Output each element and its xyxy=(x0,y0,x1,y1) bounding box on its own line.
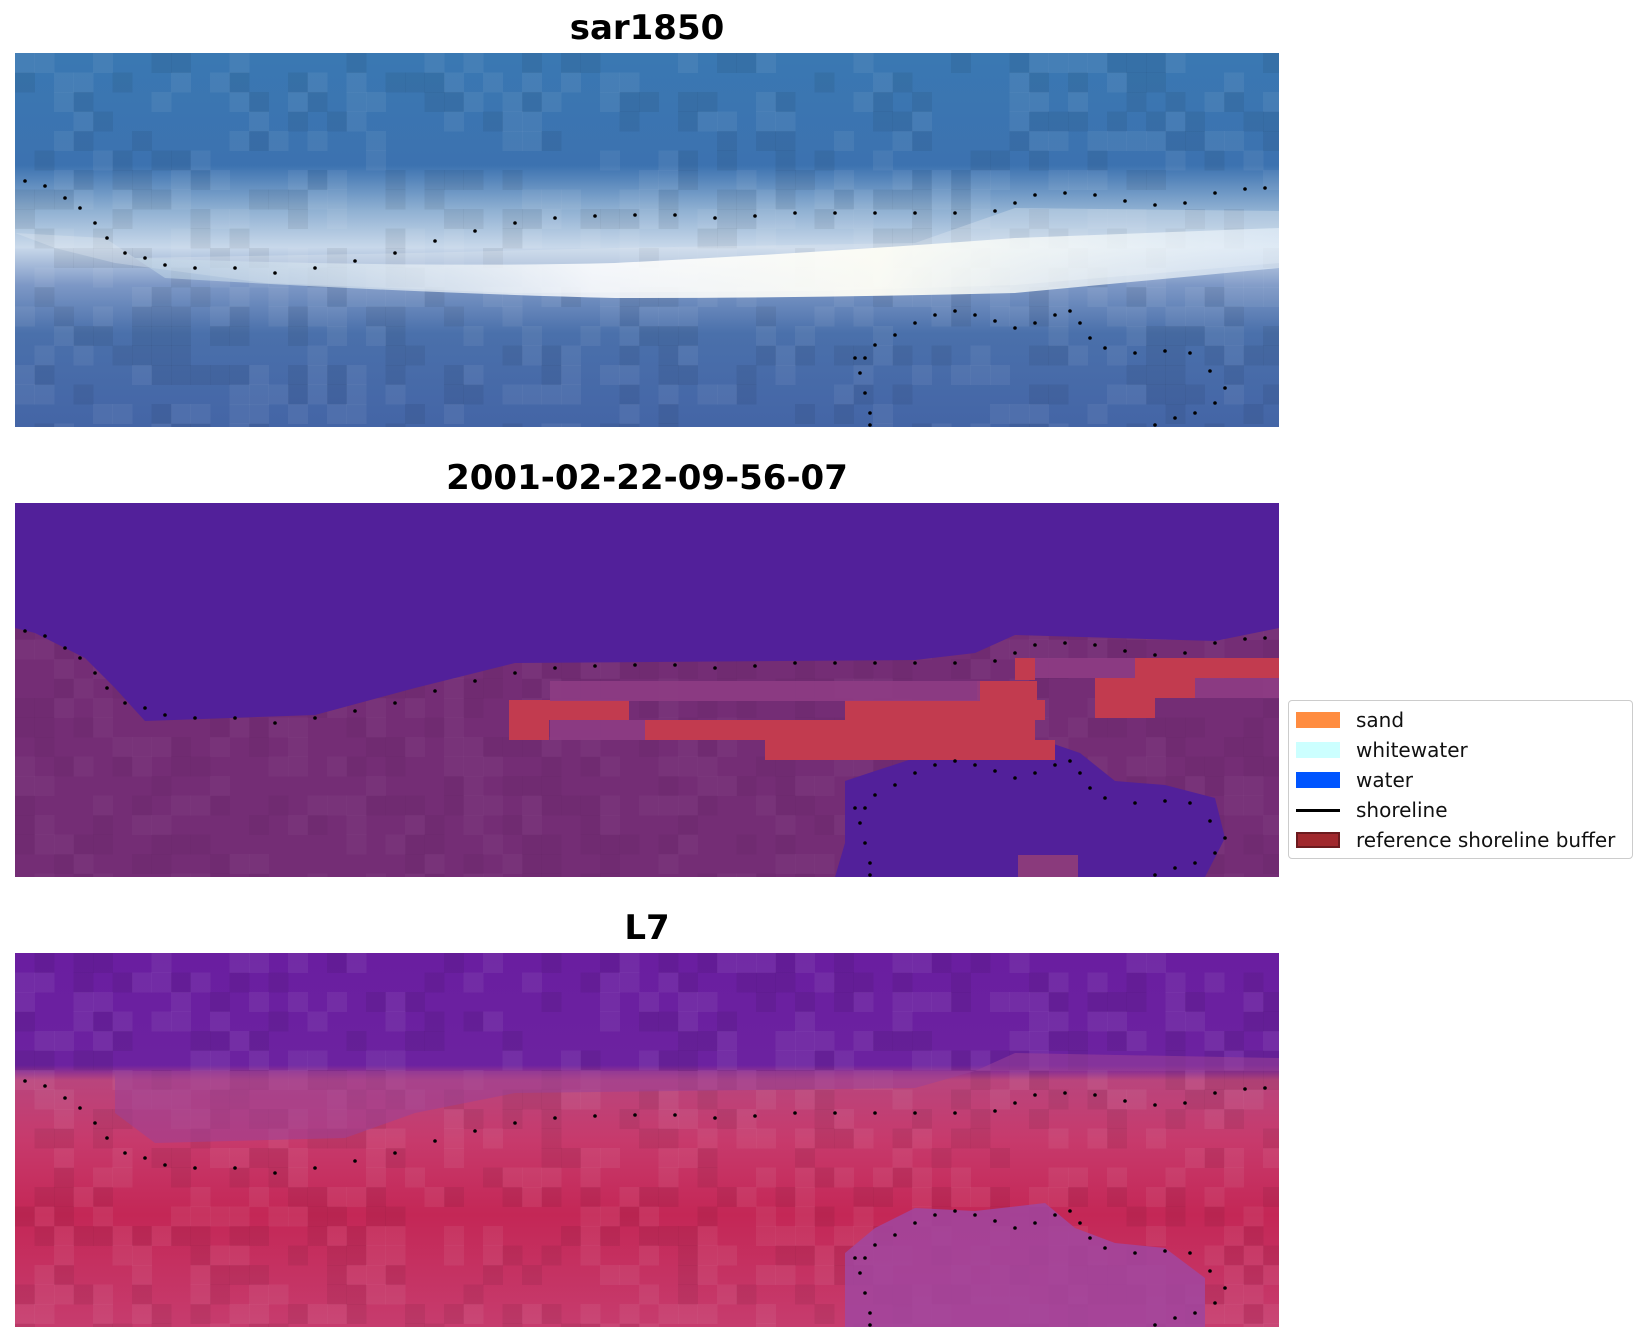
legend-item-whitewater: whitewater xyxy=(1296,737,1468,763)
image-panel-l7 xyxy=(15,953,1279,1327)
legend-item-water: water xyxy=(1296,767,1413,793)
image-panel-classified xyxy=(15,503,1279,877)
shoreline-dots xyxy=(23,1079,1267,1327)
legend-label: water xyxy=(1356,768,1413,792)
buffer-swatch xyxy=(1296,832,1340,848)
legend-label: sand xyxy=(1356,708,1405,732)
shoreline-dots xyxy=(23,179,1267,427)
legend-label: reference shoreline buffer xyxy=(1356,828,1616,852)
image-panel-sar1850 xyxy=(15,53,1279,427)
whitewater-swatch xyxy=(1296,742,1340,758)
legend-item-sand: sand xyxy=(1296,707,1404,733)
shoreline-swatch xyxy=(1296,808,1340,812)
legend-item-reference-shoreline-buffer: reference shoreline buffer xyxy=(1296,827,1615,853)
sand-swatch xyxy=(1296,712,1340,728)
legend: sand whitewater water shoreline referenc… xyxy=(1288,700,1633,859)
legend-item-shoreline: shoreline xyxy=(1296,797,1448,823)
panel-title-sar1850: sar1850 xyxy=(569,8,725,48)
panel-title-date: 2001-02-22-09-56-07 xyxy=(446,458,848,498)
water-swatch xyxy=(1296,772,1340,788)
shoreline-dots xyxy=(23,629,1267,877)
panel-title-l7: L7 xyxy=(624,908,670,948)
legend-label: whitewater xyxy=(1356,738,1468,762)
legend-label: shoreline xyxy=(1356,798,1448,822)
